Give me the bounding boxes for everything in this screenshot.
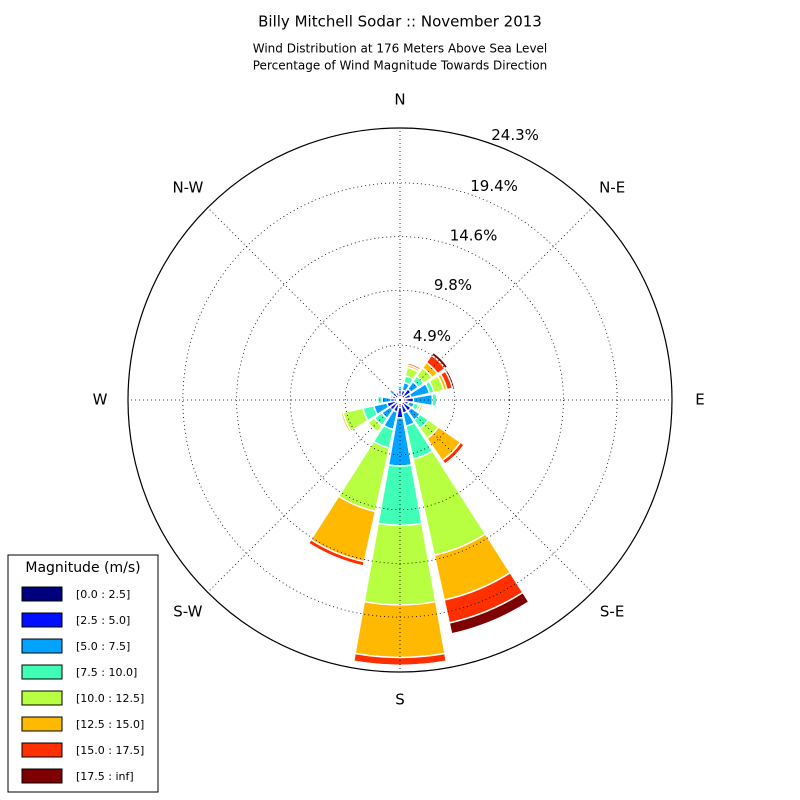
legend-label: [15.0 : 17.5] xyxy=(76,744,144,757)
legend: Magnitude (m/s) [0.0 : 2.5] [2.5 : 5.0] [5… xyxy=(7,554,159,793)
grid-ring xyxy=(289,289,511,511)
legend-label: [2.5 : 5.0] xyxy=(76,614,130,627)
wind-bar xyxy=(430,351,449,370)
legend-label: [5.0 : 7.5] xyxy=(76,640,130,653)
wind-bar xyxy=(408,362,421,369)
r-tick-label: 24.3% xyxy=(491,126,539,144)
direction-label: W xyxy=(93,391,108,409)
radial-grid-line xyxy=(399,399,593,593)
legend-swatch xyxy=(21,716,63,732)
legend-label: [10.0 : 12.5] xyxy=(76,692,144,705)
r-tick-label: 9.8% xyxy=(434,276,472,294)
direction-label: N-W xyxy=(172,178,203,196)
grid-ring xyxy=(182,182,618,618)
legend-swatch xyxy=(21,742,63,758)
wind-bar xyxy=(354,600,446,659)
r-tick-label: 14.6% xyxy=(450,227,498,245)
grid-ring xyxy=(236,236,564,564)
polar-plot: 4.9% 9.8% 14.6% 19.4% 24.3% N N-E E S-E S S-W W N-W xyxy=(93,91,705,709)
r-tick-label: 19.4% xyxy=(470,177,518,195)
direction-label: N-E xyxy=(599,178,625,196)
legend-label: [17.5 : inf] xyxy=(76,770,134,783)
direction-label: S-E xyxy=(600,603,624,621)
legend-label: [7.5 : 10.0] xyxy=(76,666,137,679)
chart-title: Billy Mitchell Sodar :: November 2013 xyxy=(258,13,542,31)
direction-label: E xyxy=(695,391,704,409)
polar-frame xyxy=(127,127,673,673)
legend-swatch xyxy=(21,612,63,628)
radial-grid-line xyxy=(399,207,593,401)
legend-swatch xyxy=(21,638,63,654)
chart-subtitle: Wind Distribution at 176 Meters Above Se… xyxy=(253,42,548,56)
wind-bar xyxy=(306,542,365,569)
wind-bar xyxy=(419,404,424,414)
legend-label: [0.0 : 2.5] xyxy=(76,588,130,601)
legend-label: [12.5 : 15.0] xyxy=(76,718,144,731)
legend-swatch xyxy=(21,664,63,680)
radial-grid-line xyxy=(207,399,401,593)
radial-grid-line xyxy=(207,207,401,401)
wind-bar xyxy=(444,444,465,465)
legend-swatch xyxy=(21,586,63,602)
wind-bar xyxy=(444,368,456,390)
direction-label: S-W xyxy=(173,603,202,621)
wind-bar xyxy=(448,591,530,635)
chart-subtitle: Percentage of Wind Magnitude Towards Dir… xyxy=(253,59,547,73)
direction-label: S xyxy=(395,691,405,709)
legend-swatch xyxy=(21,690,63,706)
r-tick-label: 4.9% xyxy=(413,327,451,345)
grid-ring xyxy=(344,344,456,456)
wind-bar xyxy=(394,390,399,394)
legend-title: Magnitude (m/s) xyxy=(25,560,140,576)
direction-label: N xyxy=(394,91,405,109)
legend-swatch xyxy=(21,768,63,784)
